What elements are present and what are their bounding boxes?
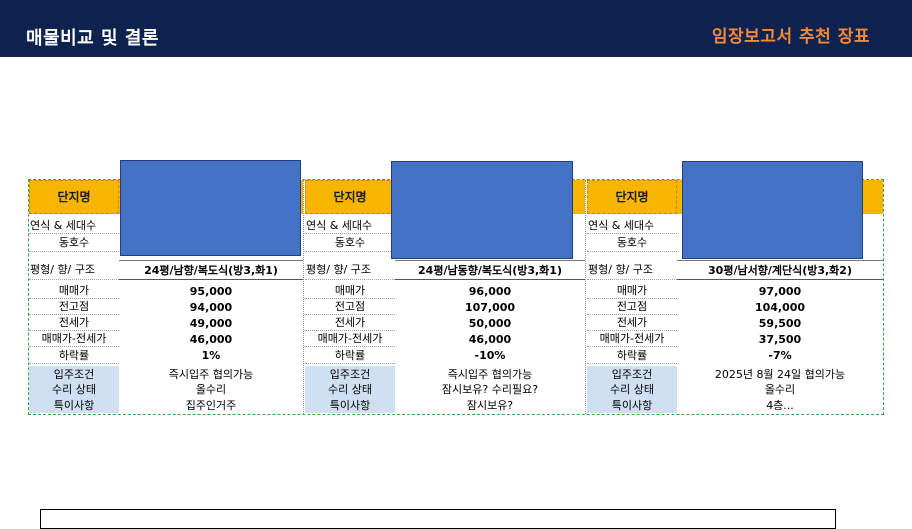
row-labels: 단지명 연식 & 세대수 동호수 평형/ 향/ 구조 매매가 전고점 전세가 매… <box>587 180 677 414</box>
row-labels: 단지명 연식 & 세대수 동호수 평형/ 향/ 구조 매매가 전고점 전세가 매… <box>305 180 395 414</box>
decline-rate-value: -10% <box>474 349 506 362</box>
jeonse-price-value: 50,000 <box>468 316 512 330</box>
label-year-units: 연식 & 세대수 <box>305 217 395 234</box>
label-decline-rate: 하락률 <box>305 347 395 364</box>
notes-value: 집주인거주 <box>185 398 237 412</box>
label-sale-price: 매매가 <box>587 283 677 299</box>
column-separator <box>303 180 304 414</box>
label-move-in: 입주조건 <box>29 366 119 382</box>
sale-price-value: 95,000 <box>189 284 233 298</box>
header-bar <box>0 0 912 57</box>
peak-price-value: 107,000 <box>464 300 516 314</box>
label-notes: 특이사항 <box>587 397 677 413</box>
label-complex: 단지명 <box>305 180 395 214</box>
label-jeonse-price: 전세가 <box>29 315 119 331</box>
peak-price-value: 94,000 <box>189 300 233 314</box>
page-title: 매물비교 및 결론 <box>26 28 159 49</box>
move-in-value: 즉시입주 협의가능 <box>168 367 254 381</box>
jeonse-price-value: 49,000 <box>189 316 233 330</box>
label-peak-price: 전고점 <box>29 299 119 315</box>
repair-value: 올수리 <box>195 383 227 396</box>
spec-value: 30평/남서향/계단식(방3,화2) <box>677 260 883 280</box>
sale-price-value: 97,000 <box>758 284 802 298</box>
label-sale-price: 매매가 <box>305 283 395 299</box>
jeonse-price-value: 59,500 <box>758 316 802 330</box>
label-building-unit: 동호수 <box>305 234 395 252</box>
label-decline-rate: 하락률 <box>29 347 119 364</box>
report-title: 임장보고서 추천 장표 <box>711 27 870 47</box>
repair-value: 잠시보유? 수리필요? <box>441 383 539 396</box>
notes-value: 4층... <box>766 398 794 412</box>
label-gap: 매매가-전세가 <box>305 331 395 347</box>
redacted-photo <box>120 160 301 256</box>
property-block-3: 단지명 연식 & 세대수 동호수 평형/ 향/ 구조 매매가 전고점 전세가 매… <box>587 161 883 414</box>
label-repair: 수리 상태 <box>587 382 677 397</box>
label-gap: 매매가-전세가 <box>587 331 677 347</box>
label-gap: 매매가-전세가 <box>29 331 119 347</box>
label-notes: 특이사항 <box>29 397 119 413</box>
notes-value: 잠시보유? <box>466 398 514 412</box>
label-jeonse-price: 전세가 <box>305 315 395 331</box>
label-repair: 수리 상태 <box>305 382 395 397</box>
label-building-unit: 동호수 <box>29 234 119 252</box>
label-sale-price: 매매가 <box>29 283 119 299</box>
peak-price-value: 104,000 <box>754 300 806 314</box>
label-jeonse-price: 전세가 <box>587 315 677 331</box>
row-labels: 단지명 연식 & 세대수 동호수 평형/ 향/ 구조 매매가 전고점 전세가 매… <box>29 180 119 414</box>
label-complex: 단지명 <box>29 180 119 214</box>
label-move-in: 입주조건 <box>587 366 677 382</box>
redacted-photo <box>682 161 863 259</box>
label-notes: 특이사항 <box>305 397 395 413</box>
gap-value: 37,500 <box>758 332 802 346</box>
label-building-unit: 동호수 <box>587 234 677 252</box>
label-decline-rate: 하락률 <box>587 347 677 364</box>
gap-value: 46,000 <box>468 332 512 346</box>
label-peak-price: 전고점 <box>587 299 677 315</box>
redacted-photo <box>391 161 573 259</box>
label-spec: 평형/ 향/ 구조 <box>305 260 395 280</box>
comparison-table: 단지명 연식 & 세대수 동호수 평형/ 향/ 구조 매매가 전고점 전세가 매… <box>28 160 884 415</box>
repair-value: 올수리 <box>764 383 796 396</box>
label-move-in: 입주조건 <box>305 366 395 382</box>
move-in-value: 즉시입주 협의가능 <box>447 367 533 381</box>
property-block-2: 단지명 연식 & 세대수 동호수 평형/ 향/ 구조 매매가 전고점 전세가 매… <box>305 161 585 414</box>
sale-price-value: 96,000 <box>468 284 512 298</box>
label-spec: 평형/ 향/ 구조 <box>587 260 677 280</box>
conclusion-box <box>40 509 836 529</box>
label-year-units: 연식 & 세대수 <box>29 217 119 234</box>
column-separator <box>585 180 586 414</box>
label-complex: 단지명 <box>587 180 677 214</box>
move-in-value: 2025년 8월 24일 협의가능 <box>714 367 846 381</box>
property-block-1: 단지명 연식 & 세대수 동호수 평형/ 향/ 구조 매매가 전고점 전세가 매… <box>29 160 303 414</box>
label-year-units: 연식 & 세대수 <box>587 217 677 234</box>
label-spec: 평형/ 향/ 구조 <box>29 260 119 280</box>
label-peak-price: 전고점 <box>305 299 395 315</box>
spec-value: 24평/남동향/복도식(방3,화1) <box>395 260 585 280</box>
spec-value: 24평/남향/복도식(방3,화1) <box>119 260 303 280</box>
label-repair: 수리 상태 <box>29 382 119 397</box>
gap-value: 46,000 <box>189 332 233 346</box>
decline-rate-value: 1% <box>201 349 221 362</box>
decline-rate-value: -7% <box>768 349 792 362</box>
